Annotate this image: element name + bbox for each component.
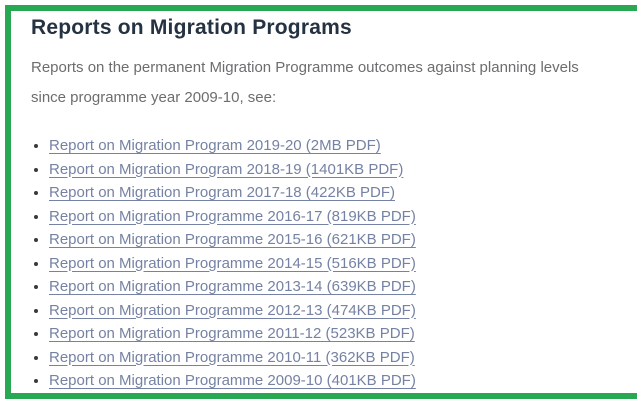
report-link[interactable]: Report on Migration Programme 2014-15 (5…	[49, 254, 416, 272]
report-list-item: Report on Migration Programme 2011-12 (5…	[49, 322, 637, 346]
report-list-item: Report on Migration Programme 2012-13 (4…	[49, 299, 637, 323]
report-list-item: Report on Migration Programme 2015-16 (6…	[49, 228, 637, 252]
report-link[interactable]: Report on Migration Programme 2011-12 (5…	[49, 325, 415, 342]
report-list-item: Report on Migration Programme 2010-11 (3…	[49, 346, 637, 370]
report-link[interactable]: Report on Migration Programme 2010-11 (3…	[49, 348, 415, 366]
intro-text: Reports on the permanent Migration Progr…	[31, 59, 579, 106]
report-list-item: Report on Migration Program 2017-18 (422…	[49, 181, 637, 205]
report-links-list: Report on Migration Program 2019-20 (2MB…	[26, 134, 637, 393]
report-list-item: Report on Migration Program 2018-19 (140…	[49, 158, 637, 182]
report-link[interactable]: Report on Migration Programme 2013-14 (6…	[49, 278, 416, 295]
report-link[interactable]: Report on Migration Programme 2016-17 (8…	[49, 207, 416, 225]
report-link[interactable]: Report on Migration Program 2018-19 (140…	[49, 160, 404, 178]
report-link[interactable]: Report on Migration Programme 2012-13 (4…	[49, 301, 416, 319]
report-list-item: Report on Migration Programme 2014-15 (5…	[49, 252, 637, 276]
report-list-item: Report on Migration Programme 2013-14 (6…	[49, 275, 637, 299]
page-title: Reports on Migration Programs	[31, 16, 352, 39]
report-list-item: Report on Migration Program 2019-20 (2MB…	[49, 134, 637, 158]
content-frame: Reports on Migration Programs Reports on…	[5, 5, 637, 399]
report-link[interactable]: Report on Migration Program 2019-20 (2MB…	[49, 137, 381, 154]
report-list-item: Report on Migration Programme 2009-10 (4…	[49, 369, 637, 393]
report-link[interactable]: Report on Migration Programme 2015-16 (6…	[49, 231, 416, 248]
report-link[interactable]: Report on Migration Program 2017-18 (422…	[49, 184, 395, 201]
report-list-item: Report on Migration Programme 2016-17 (8…	[49, 205, 637, 229]
report-link[interactable]: Report on Migration Programme 2009-10 (4…	[49, 372, 416, 389]
